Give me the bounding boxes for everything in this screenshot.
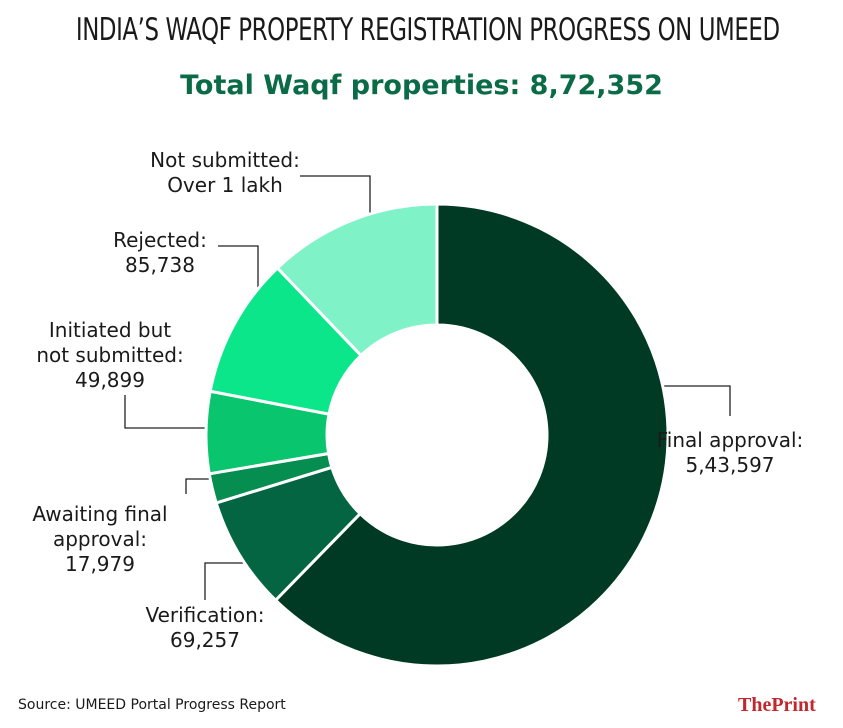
slice-label: Final approval: <box>656 428 804 452</box>
slice-label: Verification: <box>145 603 265 627</box>
value-label: 69,257 <box>170 628 240 652</box>
chart-subtitle: Total Waqf properties: 8,72,352 <box>180 70 663 101</box>
chart-title: INDIA’S WAQF PROPERTY REGISTRATION PROGR… <box>75 12 780 48</box>
value-label: 17,979 <box>65 552 135 576</box>
value-label: Over 1 lakh <box>167 173 283 197</box>
donut-slice <box>273 202 670 668</box>
leader-line <box>632 385 731 416</box>
logo: ThePrint <box>738 694 816 716</box>
slice-label: Initiated but not submitted: <box>36 318 184 367</box>
slice-label: Awaiting final approval: <box>32 502 168 551</box>
value-label: 5,43,597 <box>685 453 775 477</box>
slice-label: Rejected: <box>113 228 207 252</box>
donut-slice <box>275 202 439 358</box>
source-note: Source: UMEED Portal Progress Report <box>18 697 286 713</box>
value-label: 49,899 <box>75 368 145 392</box>
value-label: 85,738 <box>125 253 195 277</box>
slice-label: Not submitted: <box>150 148 300 172</box>
